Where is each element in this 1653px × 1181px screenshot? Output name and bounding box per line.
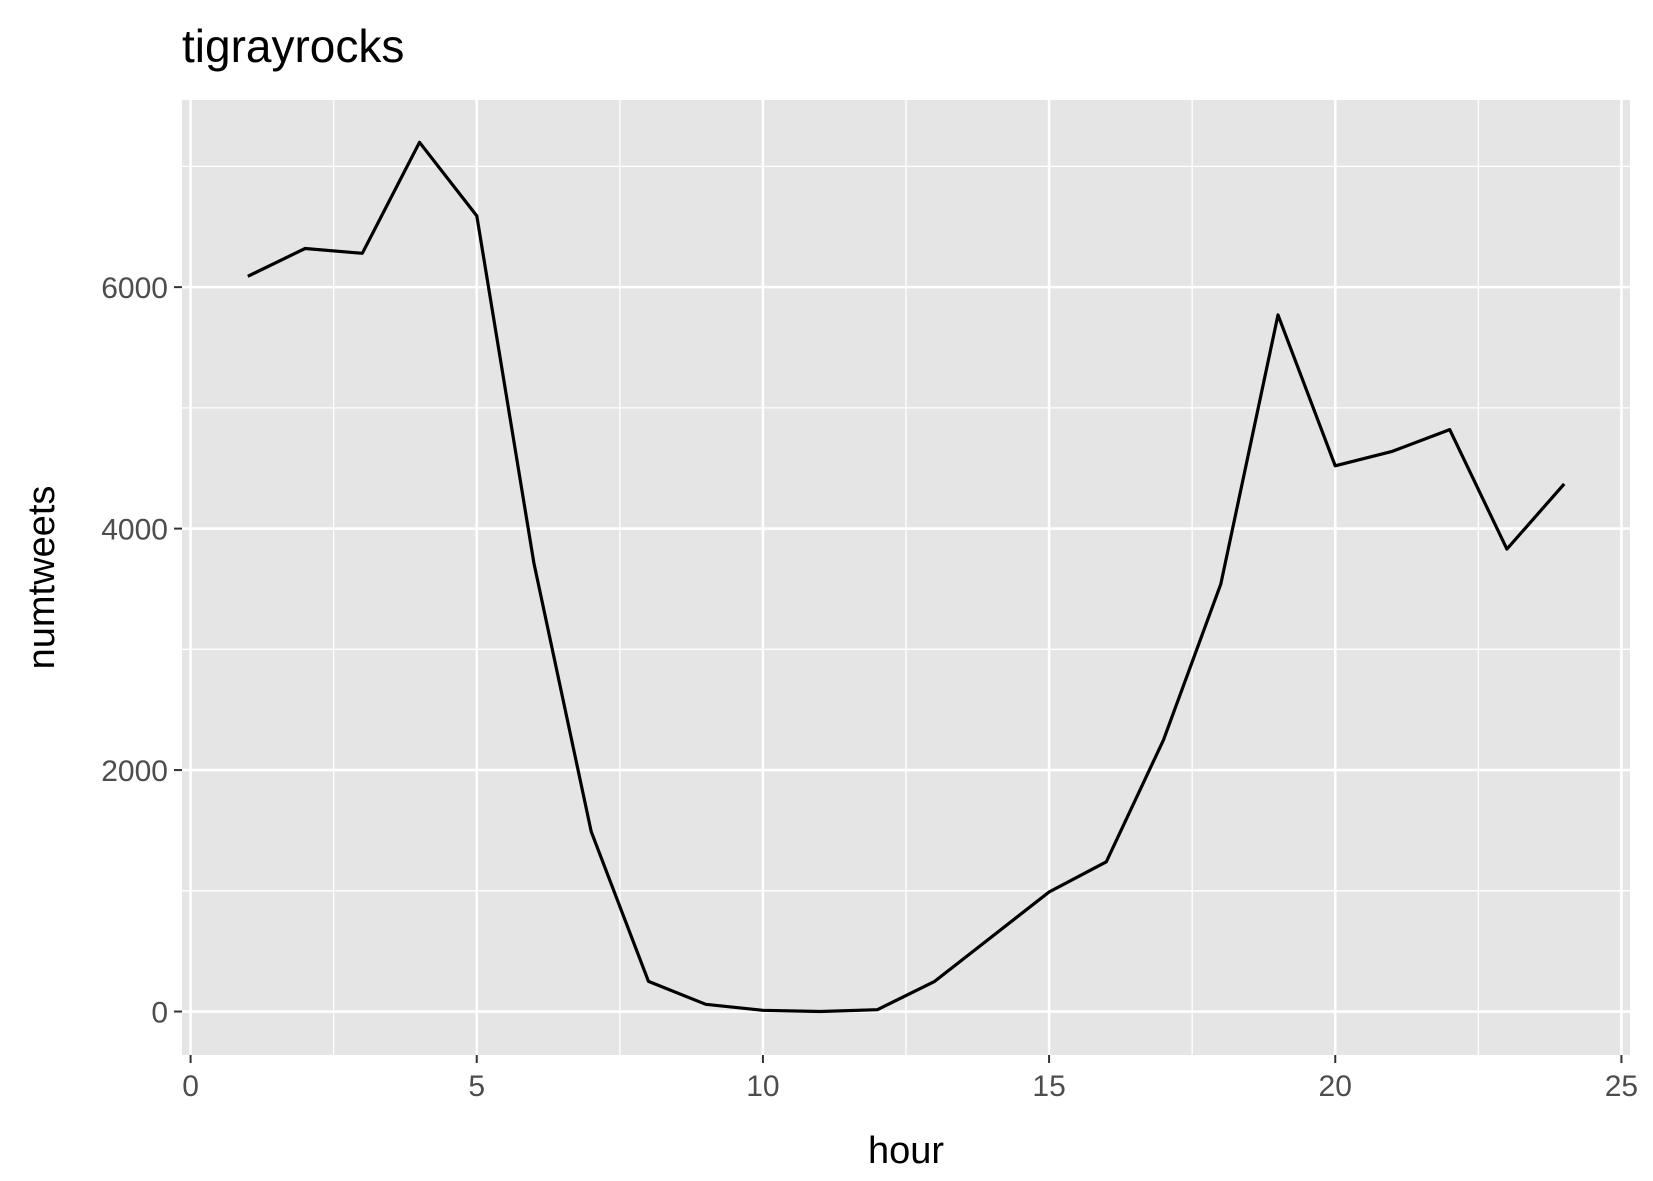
x-tick-label: 20 — [1319, 1070, 1352, 1103]
x-tick-label: 0 — [182, 1070, 199, 1103]
y-axis-title: numtweets — [21, 486, 63, 670]
x-axis: 0 5 10 15 20 25 — [182, 1055, 1638, 1103]
x-tick-label: 25 — [1605, 1070, 1638, 1103]
x-tick-label: 5 — [468, 1070, 485, 1103]
series-layer — [247, 140, 1566, 1014]
major-gridlines — [182, 100, 1630, 1055]
x-tick-label: 15 — [1032, 1070, 1065, 1103]
series-line — [247, 140, 1566, 1014]
y-tick-label: 6000 — [101, 272, 168, 305]
y-tick-label: 4000 — [101, 514, 168, 547]
y-tick-label: 2000 — [101, 755, 168, 788]
y-tick-label: 0 — [151, 997, 168, 1030]
x-axis-title: hour — [868, 1130, 944, 1172]
x-tick-label: 10 — [746, 1070, 779, 1103]
minor-gridlines — [182, 100, 1630, 1055]
chart-title: tigrayrocks — [182, 20, 404, 72]
y-axis: 0 2000 4000 6000 — [101, 272, 182, 1030]
